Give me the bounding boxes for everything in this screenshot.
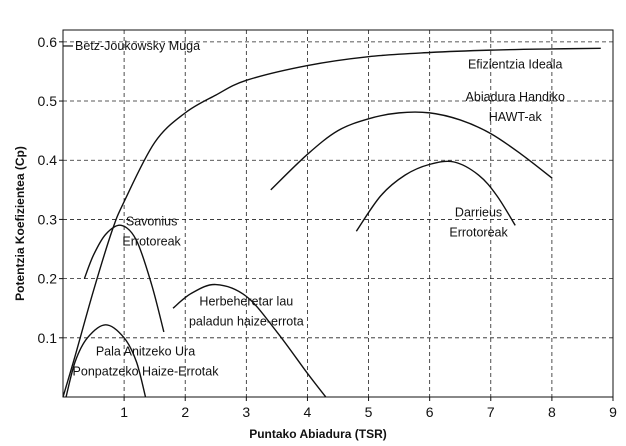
- ideal-efficiency-label: Efizientzia Ideala: [468, 57, 563, 71]
- multi-blade-label: Pala Anitzeko Ura: [96, 345, 195, 359]
- x-tick-label: 2: [181, 404, 189, 420]
- series-curves: [62, 45, 601, 398]
- hawt-label: Abiadura Handiko: [466, 90, 565, 104]
- betz-limit-label: Betz-Joukowsky Muga: [75, 39, 200, 53]
- savonius-curve: [83, 224, 165, 333]
- plot-frame: [62, 29, 614, 398]
- y-tick-label: 0.5: [38, 93, 58, 109]
- hawt-curve: [270, 111, 553, 191]
- dutch-windmill-curve: [172, 283, 327, 398]
- hawt-label: HAWT-ak: [489, 110, 543, 124]
- curve-annotations: Betz-Joukowsky Muga Efizientzia Ideala Sav…: [73, 39, 565, 379]
- x-tick-label: 4: [304, 404, 312, 420]
- ideal-efficiency-curve: [62, 47, 601, 398]
- x-axis-title: Puntako Abiadura (TSR): [249, 427, 387, 441]
- x-tick-label: 8: [548, 404, 556, 420]
- y-tick-label: 0.3: [38, 211, 58, 227]
- y-tick-label: 0.4: [38, 152, 58, 168]
- savonius-label: Savonius: [126, 214, 177, 228]
- y-tick-label: 0.1: [38, 330, 58, 346]
- x-tick-label: 5: [365, 404, 373, 420]
- dutch-windmill-label: Herbeheretar lau: [199, 294, 293, 308]
- x-tick-label: 6: [426, 404, 434, 420]
- savonius-label: Errotoreak: [122, 234, 181, 248]
- axes: [59, 29, 614, 401]
- x-tick-label: 9: [609, 404, 617, 420]
- x-tick-label: 7: [487, 404, 495, 420]
- tick-labels: 0.1 0.2 0.3 0.4 0.5 0.6 1 2 3 4 5 6 7 8 9 Puntako Abiad…: [13, 34, 617, 441]
- darrieus-label: Darrieus: [455, 205, 502, 219]
- darrieus-curve: [355, 160, 516, 232]
- y-tick-label: 0.2: [38, 271, 58, 287]
- y-tick-label: 0.6: [38, 34, 58, 50]
- y-axis-title: Potentzia Koefizientea (Cp): [13, 146, 27, 301]
- dutch-windmill-label: paladun haize-errota: [189, 314, 304, 328]
- multi-blade-curve: [65, 324, 147, 398]
- multi-blade-label: Ponpatzeko Haize-Errotak: [73, 365, 220, 379]
- x-tick-label: 3: [242, 404, 250, 420]
- darrieus-label: Errotoreak: [449, 225, 508, 239]
- x-tick-label: 1: [120, 404, 128, 420]
